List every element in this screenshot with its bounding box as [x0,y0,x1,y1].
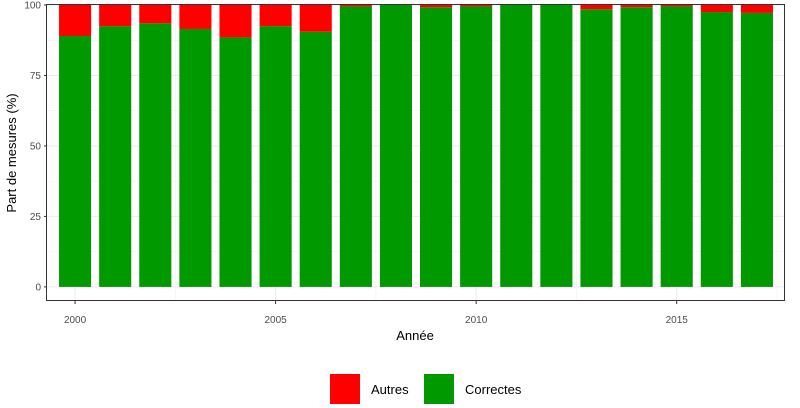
x-tick-label: 2000 [64,315,87,326]
y-tick-label: 25 [30,212,42,223]
bar-autres [660,5,693,7]
plot-panel-border [46,4,785,301]
bar-autres [339,5,372,7]
y-tick-label: 100 [24,1,41,12]
bar-correctes [420,7,453,287]
bar-autres [59,5,92,37]
bar-correctes [299,31,332,287]
y-tick-label: 50 [30,141,42,152]
legend-key-autres [330,374,360,404]
bar-autres [219,5,252,38]
bar-correctes [99,26,132,287]
y-tick-label: 75 [30,71,42,82]
bar-correctes [580,9,613,287]
legend-key-correctes [424,374,454,404]
bar-autres [460,5,493,7]
bar-correctes [179,28,212,287]
bar-autres [99,5,132,27]
bar-correctes [700,12,733,287]
bar-autres [580,5,613,10]
x-tick-label: 2010 [465,315,488,326]
bar-correctes [500,5,533,287]
bar-autres [620,5,653,8]
bar-correctes [620,7,653,287]
bar-correctes [540,5,573,287]
bar-autres [299,5,332,32]
bar-correctes [660,6,693,287]
bar-correctes [59,36,92,287]
bar-correctes [460,6,493,287]
x-tick-label: 2015 [666,315,689,326]
bar-autres [259,5,292,27]
y-axis: 0 25 50 75 100 [24,1,47,293]
bars [59,5,773,287]
y-axis-title: Part de mesures (%) [4,93,19,212]
legend: Autres Correctes [330,374,522,404]
bar-autres [139,5,172,24]
bar-correctes [379,5,412,287]
legend-label-autres: Autres [371,382,409,397]
x-axis: 2000 2005 2010 2015 [64,301,688,326]
bar-correctes [339,6,372,287]
bar-correctes [139,23,172,287]
x-tick-label: 2005 [264,315,287,326]
x-axis-title: Année [396,328,434,343]
bar-correctes [259,26,292,287]
bar-correctes [740,12,773,287]
y-tick-label: 0 [35,282,41,293]
bar-autres [700,5,733,13]
bar-autres [740,5,773,13]
legend-label-correctes: Correctes [465,382,522,397]
bar-autres [179,5,212,29]
bar-autres [420,5,453,8]
bar-correctes [219,37,252,287]
